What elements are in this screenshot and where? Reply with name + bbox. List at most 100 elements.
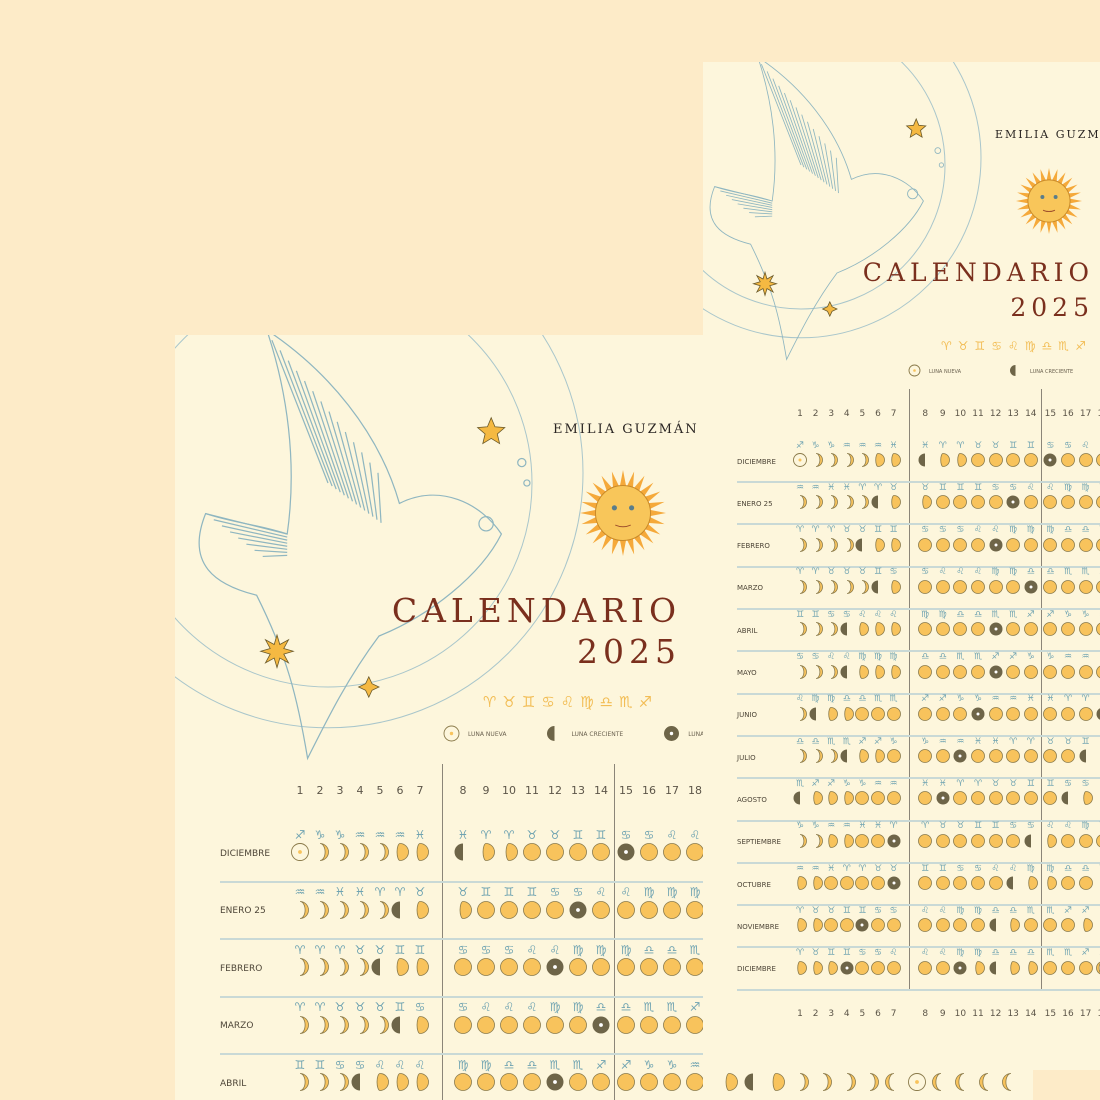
zodiac-sign: ♎ xyxy=(595,1000,607,1014)
zodiac-sign: ♋ xyxy=(858,948,867,959)
zodiac-sign: ♈ xyxy=(795,905,805,916)
full-moon-yellow-icon xyxy=(663,1015,682,1038)
zodiac-sign: ♏ xyxy=(842,736,851,747)
legend-item: LUNA CRECIENTE xyxy=(1009,364,1073,379)
full-moon-yellow-icon xyxy=(1043,918,1058,937)
full-moon-yellow-icon xyxy=(569,843,588,866)
zodiac-sign: ♑ xyxy=(1046,652,1055,662)
zodiac-sign: ♍ xyxy=(595,942,607,957)
full-moon-yellow-icon xyxy=(1096,537,1100,556)
quarter-moon-icon xyxy=(1096,706,1100,725)
full-moon-yellow-icon xyxy=(523,900,542,923)
zodiac-sign: ♊ xyxy=(991,821,1000,832)
crescent-moon-icon xyxy=(839,495,854,514)
zodiac-sign: ♉ xyxy=(811,905,820,916)
zodiac-sign: ♐ xyxy=(938,694,947,705)
zodiac-sign: ♉ xyxy=(991,440,1000,451)
zodiac-sign: ♉ xyxy=(354,942,366,957)
zodiac-sign: ♈ xyxy=(480,827,492,842)
crescent-moon-icon xyxy=(839,537,854,556)
full-moon-yellow-icon xyxy=(953,579,968,598)
angelfish-illustration xyxy=(703,62,982,361)
zodiac-sign: ♒ xyxy=(889,778,898,789)
day-number: 10 xyxy=(502,784,516,797)
crescent-moon-icon xyxy=(808,622,823,641)
full-moon-yellow-icon xyxy=(686,843,703,866)
full-moon-yellow-icon xyxy=(1043,960,1058,979)
half-moon-icon xyxy=(454,900,473,923)
row-separator xyxy=(737,692,1100,695)
full-moon-yellow-icon xyxy=(886,706,901,725)
full-moon-yellow-icon xyxy=(640,1015,659,1038)
full-moon-yellow-icon xyxy=(1006,706,1021,725)
full-moon-yellow-icon xyxy=(500,1015,519,1038)
crescent-moon-icon xyxy=(331,958,350,981)
full-moon-yellow-icon xyxy=(1096,453,1100,472)
full-moon-yellow-icon xyxy=(1006,833,1021,852)
zodiac-sign: ♋ xyxy=(956,525,965,536)
zodiac-sign: ♋ xyxy=(842,609,851,620)
crescent-moon-icon xyxy=(808,453,823,472)
zodiac-sign: ♏ xyxy=(643,1000,655,1014)
zodiac-sign: ♎ xyxy=(643,942,655,957)
zodiac-sign: ♑ xyxy=(811,440,820,451)
full-moon-yellow-icon xyxy=(935,537,950,556)
week-divider xyxy=(613,764,615,1100)
zodiac-sign: ♈ xyxy=(795,567,805,578)
zodiac-sign: ♉ xyxy=(889,482,898,493)
full-moon-yellow-icon xyxy=(871,706,886,725)
zodiac-sign: ♓ xyxy=(842,482,851,493)
zodiac-sign: ♉ xyxy=(549,827,561,842)
full-moon-yellow-icon xyxy=(640,900,659,923)
zodiac-sign: ♋ xyxy=(1009,821,1018,832)
full-moon-yellow-icon xyxy=(871,918,886,937)
zodiac-sign: ♊ xyxy=(973,482,983,493)
zodiac-sign: ♓ xyxy=(354,885,366,899)
crescent-moon-icon xyxy=(351,958,370,981)
zodiac-sign: ♊ xyxy=(811,609,820,620)
half-moon-icon xyxy=(808,918,823,937)
zodiac-sign: ♈ xyxy=(811,525,820,536)
full-moon-yellow-icon xyxy=(918,537,933,556)
full-moon-yellow-icon xyxy=(935,960,950,979)
full-moon-icon xyxy=(988,622,1003,641)
zodiac-sign: ♒ xyxy=(842,821,851,832)
full-moon-yellow-icon xyxy=(1043,706,1058,725)
zodiac-sign: ♉ xyxy=(334,1000,346,1014)
full-moon-yellow-icon xyxy=(1006,537,1021,556)
zodiac-sign: ♊ xyxy=(394,942,406,957)
zodiac-sign: ♍ xyxy=(1009,525,1018,536)
full-moon-icon xyxy=(886,833,901,852)
zodiac-sign: ♌ xyxy=(795,694,805,705)
full-moon-yellow-icon xyxy=(592,958,611,981)
row-separator xyxy=(737,819,1100,822)
zodiac-sign: ♒ xyxy=(1081,652,1090,662)
zodiac-sign: ♐ xyxy=(620,1057,632,1072)
half-moon-icon xyxy=(971,960,986,979)
zodiac-sign: ♑ xyxy=(973,694,983,705)
zodiac-sign: ♌ xyxy=(595,885,607,899)
crescent-moon-icon xyxy=(311,958,330,981)
zodiac-sign: ♐ xyxy=(1009,652,1018,662)
crescent-moon-icon xyxy=(291,900,310,923)
zodiac-sign: ♑ xyxy=(666,1057,678,1072)
quarter-moon-icon xyxy=(1061,791,1076,810)
half-moon-icon xyxy=(767,1073,786,1096)
row-separator xyxy=(220,938,703,941)
full-moon-yellow-icon xyxy=(988,749,1003,768)
full-moon-yellow-icon xyxy=(1023,918,1038,937)
zodiac-sign: ♍ xyxy=(991,567,1000,578)
zodiac-sign: ♋ xyxy=(973,863,983,874)
zodiac-sign: ♉ xyxy=(414,885,426,899)
zodiac-sign: ♉ xyxy=(374,1000,386,1014)
full-moon-yellow-icon xyxy=(953,622,968,641)
zodiac-sign: ♍ xyxy=(973,948,983,959)
zodiac-sign: ♒ xyxy=(374,827,386,842)
zodiac-sign: ♓ xyxy=(827,863,836,874)
crescent-moon-icon xyxy=(790,1073,809,1096)
full-moon-yellow-icon xyxy=(824,876,839,895)
zodiac-sign: ♌ xyxy=(938,948,947,959)
full-moon-yellow-icon xyxy=(1023,791,1038,810)
zodiac-sign: ♉ xyxy=(973,440,983,451)
zodiac-sign: ♐ xyxy=(1046,609,1055,620)
